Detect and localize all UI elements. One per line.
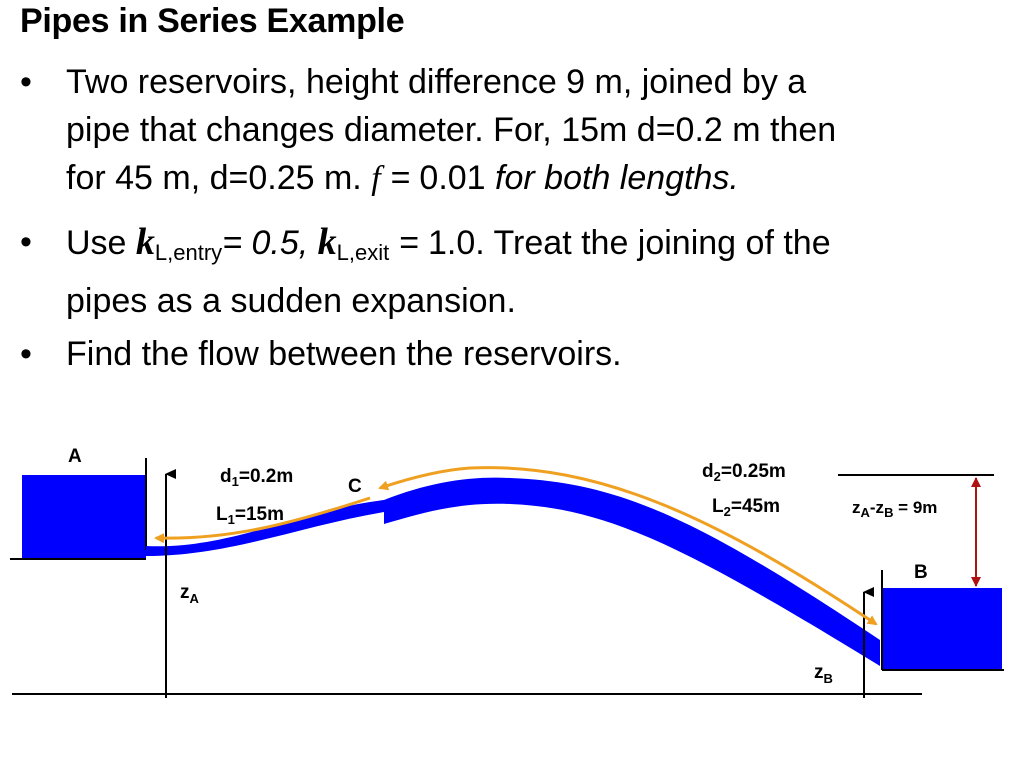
zb-label: zB bbox=[814, 662, 833, 686]
bullet-marker: • bbox=[20, 335, 32, 373]
reservoir-b-label: B bbox=[914, 562, 928, 583]
k-symbol: k bbox=[135, 221, 155, 263]
za-symbol: z bbox=[180, 582, 190, 603]
d2-value: =0.25m bbox=[721, 461, 786, 482]
friction-symbol: f bbox=[371, 160, 381, 197]
friction-value: 0.01 bbox=[419, 159, 486, 197]
za-subscript: A bbox=[190, 591, 200, 606]
line: for both lengths. bbox=[485, 159, 739, 197]
za-symbol: z bbox=[852, 498, 861, 517]
line: Two reservoirs, height difference 9 m, j… bbox=[66, 63, 807, 101]
k-entry-value: = 0.5, bbox=[222, 224, 318, 262]
l1-label: L1=15m bbox=[216, 504, 284, 527]
bullet-marker: • bbox=[20, 223, 32, 261]
use-word: Use bbox=[66, 224, 136, 262]
l2-label: L2=45m bbox=[712, 496, 780, 519]
slide-title: Pipes in Series Example bbox=[20, 2, 405, 40]
k-entry-subscript: L,entry bbox=[154, 240, 223, 265]
za-label: zA bbox=[180, 582, 200, 606]
pipe-1 bbox=[146, 500, 384, 556]
bullet-text: Use kL,entry= 0.5, kL,exit = 1.0. Treat … bbox=[66, 218, 1010, 325]
l2-subscript: 2 bbox=[724, 504, 731, 519]
height-difference-value: = 9m bbox=[893, 498, 937, 517]
zb-subscript: B bbox=[824, 671, 833, 686]
l1-subscript: 1 bbox=[228, 512, 235, 527]
line: for 45 m, d=0.25 m. bbox=[66, 159, 362, 197]
length-2-arrow bbox=[469, 466, 878, 626]
za-subscript: A bbox=[861, 505, 871, 520]
l2-value: =45m bbox=[731, 496, 780, 517]
reservoir-b-water bbox=[882, 588, 1002, 670]
k-symbol: k bbox=[317, 221, 337, 263]
d2-subscript: 2 bbox=[714, 469, 721, 484]
bullet-loss-coefficients: • Use kL,entry= 0.5, kL,exit = 1.0. Trea… bbox=[20, 218, 1010, 325]
d1-label: d1=0.2m bbox=[220, 466, 293, 489]
junction-label: C bbox=[348, 476, 362, 497]
d1-value: =0.2m bbox=[239, 466, 293, 487]
bullet-text: Find the flow between the reservoirs. bbox=[66, 335, 622, 373]
d2-symbol: d bbox=[702, 461, 714, 482]
l2-symbol: L bbox=[712, 496, 724, 517]
k-exit-value: 1.0 bbox=[428, 224, 476, 262]
d2-label: d2=0.25m bbox=[702, 461, 786, 484]
bullet-problem-statement: • Two reservoirs, height difference 9 m,… bbox=[20, 58, 1010, 203]
line: pipes as a sudden expansion. bbox=[66, 282, 516, 320]
zb-subscript: B bbox=[884, 505, 893, 520]
equals-sign: = bbox=[389, 224, 428, 262]
equals-sign: = bbox=[380, 159, 420, 197]
height-difference-label: zA-zB = 9m bbox=[852, 498, 937, 520]
l1-value: =15m bbox=[235, 504, 284, 525]
length-2-arrow-back bbox=[378, 466, 471, 491]
d1-subscript: 1 bbox=[232, 474, 239, 489]
bullet-text: Two reservoirs, height difference 9 m, j… bbox=[66, 58, 1010, 203]
reservoir-a-water bbox=[22, 475, 146, 559]
bullet-marker: • bbox=[20, 63, 32, 101]
pipe-2 bbox=[384, 477, 880, 666]
zb-symbol: z bbox=[814, 662, 824, 683]
minus-zb: -z bbox=[870, 498, 884, 517]
l1-symbol: L bbox=[216, 504, 228, 525]
length-1-arrow bbox=[154, 496, 371, 544]
line: . Treat the joining of the bbox=[475, 224, 831, 262]
k-exit-subscript: L,exit bbox=[336, 240, 390, 265]
bullet-task: • Find the flow between the reservoirs. bbox=[20, 330, 1010, 378]
d1-symbol: d bbox=[220, 466, 232, 487]
reservoir-a-label: A bbox=[68, 446, 82, 467]
line: pipe that changes diameter. For, 15m d=0… bbox=[66, 111, 837, 149]
